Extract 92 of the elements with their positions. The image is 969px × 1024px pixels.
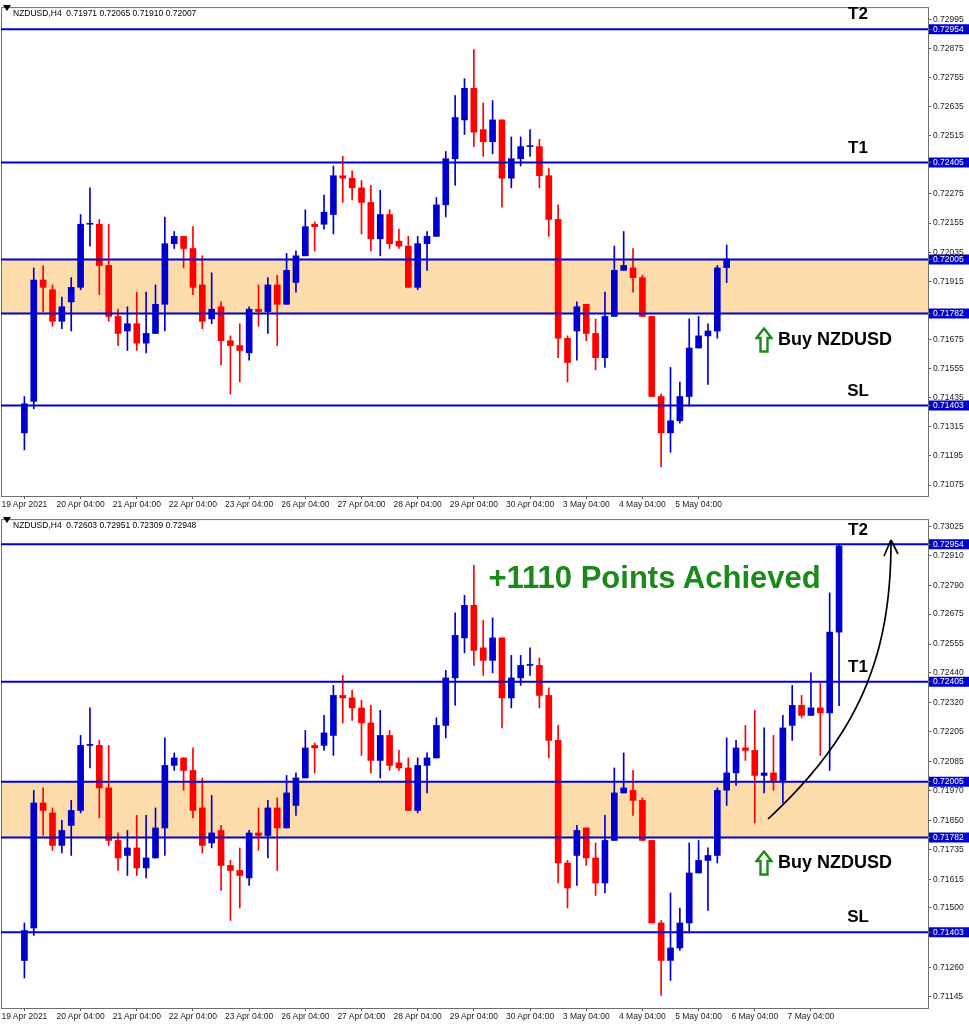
y-tick-label: 0.72515 bbox=[933, 130, 964, 141]
x-tick-label: 19 Apr 2021 bbox=[1, 499, 48, 510]
y-tick-label: 0.72005 bbox=[933, 776, 964, 787]
y-tick-label: 0.72954 bbox=[933, 23, 964, 34]
y-tick-label: 0.71403 bbox=[933, 926, 964, 937]
candlestick bbox=[236, 323, 244, 383]
candlestick bbox=[751, 710, 759, 824]
x-tick-label: 3 May 04:00 bbox=[562, 1011, 610, 1022]
y-tick-label: 0.71850 bbox=[933, 814, 964, 825]
ref-line-label: SL bbox=[847, 907, 869, 927]
candlestick bbox=[526, 647, 534, 676]
y-tick-label: 0.72675 bbox=[933, 608, 964, 619]
y-tick-label: 0.72995 bbox=[933, 13, 964, 24]
y-tick-label: 0.71782 bbox=[933, 831, 964, 842]
y-tick-label: 0.72790 bbox=[933, 579, 964, 590]
y-tick-label: 0.72405 bbox=[933, 156, 964, 167]
x-tick-label: 28 Apr 04:00 bbox=[393, 499, 443, 510]
candlestick bbox=[39, 265, 47, 312]
ref-line-label: T1 bbox=[848, 656, 868, 676]
x-tick-label: 6 May 04:00 bbox=[731, 1011, 779, 1022]
x-tick-label: 27 Apr 04:00 bbox=[337, 499, 386, 510]
y-tick-label: 0.71075 bbox=[933, 479, 964, 490]
chart-title: NZDUSD,H4 0.71971 0.72065 0.71910 0.72007 bbox=[13, 8, 197, 19]
x-tick-label: 30 Apr 04:00 bbox=[505, 1011, 555, 1022]
y-tick-label: 0.71315 bbox=[933, 421, 964, 432]
candlestick bbox=[479, 620, 487, 676]
candlestick bbox=[311, 742, 319, 774]
x-tick-label: 26 Apr 04:00 bbox=[281, 1011, 330, 1022]
candlestick bbox=[704, 847, 712, 911]
x-tick-label: 29 Apr 04:00 bbox=[449, 1011, 499, 1022]
x-tick-label: 23 Apr 04:00 bbox=[225, 499, 274, 510]
candlestick bbox=[311, 221, 319, 252]
x-tick-label: 22 Apr 04:00 bbox=[168, 1011, 218, 1022]
y-tick-label: 0.71145 bbox=[933, 991, 964, 1002]
x-tick-label: 4 May 04:00 bbox=[619, 499, 667, 510]
candlestick bbox=[526, 129, 534, 157]
y-tick-label: 0.71970 bbox=[933, 784, 964, 795]
candlestick bbox=[236, 847, 244, 909]
y-tick-label: 0.72405 bbox=[933, 675, 964, 686]
x-tick-label: 3 May 04:00 bbox=[562, 499, 610, 510]
x-tick-label: 5 May 04:00 bbox=[675, 1011, 723, 1022]
x-tick-label: 29 Apr 04:00 bbox=[449, 499, 499, 510]
y-tick-label: 0.72155 bbox=[933, 217, 964, 228]
x-tick-label: 30 Apr 04:00 bbox=[505, 499, 555, 510]
candlestick bbox=[479, 102, 487, 157]
y-tick-label: 0.71675 bbox=[933, 333, 964, 344]
candlestick bbox=[339, 675, 347, 724]
candlestick bbox=[86, 707, 94, 769]
y-tick-label: 0.71735 bbox=[933, 843, 964, 854]
x-tick-label: 21 Apr 04:00 bbox=[112, 1011, 162, 1022]
x-tick-label: 5 May 04:00 bbox=[675, 499, 723, 510]
y-tick-label: 0.72635 bbox=[933, 100, 964, 111]
x-tick-label: 20 Apr 04:00 bbox=[56, 1011, 105, 1022]
y-tick-label: 0.71782 bbox=[933, 307, 964, 318]
band-label: Buy NZDUSD bbox=[778, 852, 893, 873]
candlestick bbox=[816, 682, 824, 756]
annotation: +1110 Points Achieved bbox=[488, 559, 821, 595]
ref-line-label: T2 bbox=[848, 519, 868, 539]
ref-line-label: T1 bbox=[848, 137, 868, 157]
x-tick-label: 4 May 04:00 bbox=[619, 1011, 667, 1022]
y-tick-label: 0.71500 bbox=[933, 902, 964, 913]
y-tick-label: 0.72320 bbox=[933, 697, 964, 708]
y-tick-label: 0.71555 bbox=[933, 362, 964, 373]
y-tick-label: 0.72910 bbox=[933, 549, 964, 560]
ref-line-label: T2 bbox=[848, 4, 868, 24]
y-tick-label: 0.71260 bbox=[933, 962, 964, 973]
x-tick-label: 22 Apr 04:00 bbox=[168, 499, 218, 510]
x-tick-label: 20 Apr 04:00 bbox=[56, 499, 105, 510]
y-tick-label: 0.71615 bbox=[933, 873, 964, 884]
y-tick-label: 0.72085 bbox=[933, 756, 964, 767]
y-tick-label: 0.72875 bbox=[933, 42, 964, 53]
y-tick-label: 0.72954 bbox=[933, 538, 964, 549]
y-tick-label: 0.72275 bbox=[933, 188, 964, 199]
band-label: Buy NZDUSD bbox=[778, 328, 893, 349]
x-tick-label: 21 Apr 04:00 bbox=[112, 499, 162, 510]
y-tick-label: 0.72755 bbox=[933, 71, 964, 82]
candlestick bbox=[86, 187, 94, 247]
x-tick-label: 23 Apr 04:00 bbox=[225, 1011, 274, 1022]
x-tick-label: 26 Apr 04:00 bbox=[281, 499, 330, 510]
chart-title: NZDUSD,H4 0.72603 0.72951 0.72309 0.72948 bbox=[13, 520, 197, 531]
y-tick-label: 0.72555 bbox=[933, 638, 964, 649]
x-tick-label: 28 Apr 04:00 bbox=[393, 1011, 443, 1022]
y-tick-label: 0.73025 bbox=[933, 520, 964, 531]
y-tick-label: 0.72205 bbox=[933, 726, 964, 737]
x-tick-label: 19 Apr 2021 bbox=[1, 1011, 48, 1022]
x-tick-label: 7 May 04:00 bbox=[787, 1011, 835, 1022]
ref-line-label: SL bbox=[847, 380, 869, 400]
y-tick-label: 0.72440 bbox=[933, 667, 964, 678]
y-tick-label: 0.71915 bbox=[933, 275, 964, 286]
y-tick-label: 0.71195 bbox=[933, 450, 964, 461]
x-tick-label: 27 Apr 04:00 bbox=[337, 1011, 386, 1022]
candlestick bbox=[339, 155, 347, 203]
